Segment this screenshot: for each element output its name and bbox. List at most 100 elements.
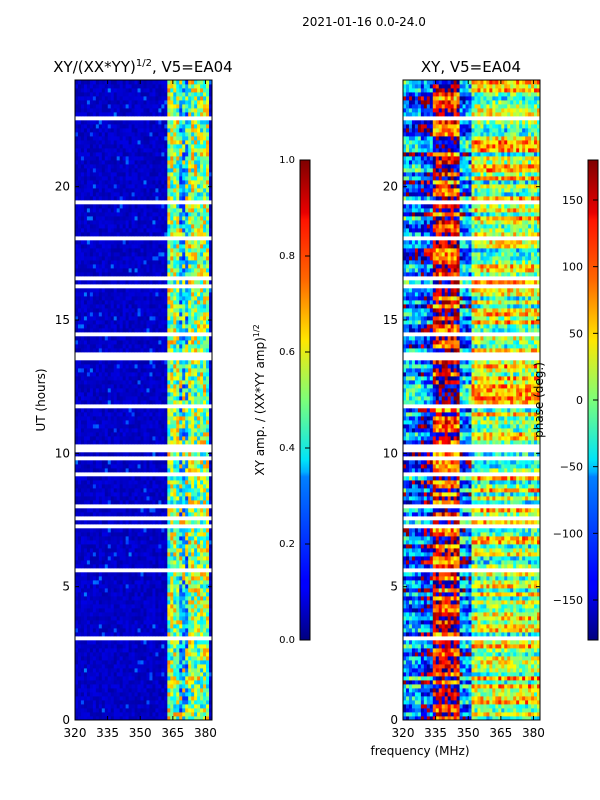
heatmap-cell [95, 528, 100, 533]
heatmap-cell [86, 336, 91, 341]
heatmap-cell [167, 708, 171, 713]
heatmap-cell [194, 464, 198, 469]
heatmap-cell [89, 336, 94, 341]
heatmap-cell [203, 380, 207, 385]
heatmap-cell [86, 648, 91, 653]
heatmap-cell [209, 256, 212, 261]
heatmap-cell [182, 416, 186, 421]
heatmap-cell [92, 528, 97, 533]
heatmap-cell [143, 476, 147, 481]
heatmap-cell [75, 660, 79, 665]
heatmap-cell [98, 292, 103, 297]
heatmap-cell [200, 244, 204, 249]
heatmap-cell [125, 596, 130, 601]
heatmap-cell [155, 348, 159, 353]
heatmap-cell [134, 560, 138, 565]
heatmap-cell [161, 324, 165, 329]
heatmap-cell [116, 292, 121, 297]
heatmap-cell [107, 556, 112, 561]
heatmap-cell [155, 316, 159, 321]
heatmap-cell [98, 380, 103, 385]
heatmap-cell [167, 364, 171, 369]
heatmap-cell [200, 492, 204, 497]
heatmap-cell [206, 656, 210, 661]
heatmap-cell [137, 600, 141, 605]
heatmap-cell [167, 480, 171, 485]
heatmap-cell [134, 420, 138, 425]
heatmap-cell [152, 468, 156, 473]
heatmap-cell [116, 620, 121, 625]
heatmap-cell [122, 344, 127, 349]
heatmap-cell [170, 596, 174, 601]
heatmap-cell [101, 624, 106, 629]
heatmap-cell [75, 572, 79, 577]
heatmap-cell [152, 552, 156, 557]
heatmap-cell [89, 376, 94, 381]
heatmap-cell [128, 292, 132, 297]
heatmap-cell [188, 244, 192, 249]
heatmap-cell [176, 316, 180, 321]
heatmap-cell [161, 496, 165, 501]
heatmap-cell [80, 592, 85, 597]
heatmap-cell [197, 280, 201, 285]
heatmap-cell [75, 684, 79, 689]
heatmap-cell [143, 488, 147, 493]
heatmap-cell [155, 616, 159, 621]
heatmap-cell [140, 460, 144, 465]
heatmap-cell [107, 396, 112, 401]
heatmap-cell [182, 580, 186, 585]
heatmap-cell [206, 604, 210, 609]
heatmap-cell [158, 452, 162, 457]
heatmap-cell [128, 552, 132, 557]
heatmap-cell [209, 412, 212, 417]
heatmap-cell [101, 260, 106, 265]
heatmap-cell [158, 640, 162, 645]
heatmap-cell [182, 460, 186, 465]
heatmap-cell [80, 304, 85, 309]
heatmap-cell [101, 228, 106, 233]
heatmap-cell [128, 624, 132, 629]
heatmap-cell [170, 412, 174, 417]
heatmap-cell [197, 372, 201, 377]
heatmap-cell [161, 460, 165, 465]
heatmap-cell [110, 280, 115, 285]
heatmap-cell [119, 336, 124, 341]
heatmap-cell [140, 500, 144, 505]
heatmap-cell [167, 672, 171, 677]
heatmap-cell [116, 312, 121, 317]
heatmap-cell [83, 420, 88, 425]
heatmap-cell [134, 612, 138, 617]
heatmap-cell [77, 600, 82, 605]
heatmap-cell [113, 484, 118, 489]
heatmap-cell [77, 336, 82, 341]
heatmap-cell [119, 408, 124, 413]
heatmap-cell [98, 576, 103, 581]
heatmap-cell [149, 592, 153, 597]
heatmap-cell [146, 652, 150, 657]
heatmap-cell [86, 660, 91, 665]
heatmap-cell [140, 544, 144, 549]
heatmap-cell [95, 252, 100, 257]
flagged-row [75, 524, 212, 529]
heatmap-cell [80, 368, 85, 373]
heatmap-cell [173, 676, 177, 681]
heatmap-cell [95, 260, 100, 265]
heatmap-cell [80, 436, 85, 441]
heatmap-cell [179, 632, 183, 637]
heatmap-cell [107, 500, 112, 505]
heatmap-cell [125, 304, 130, 309]
heatmap-cell [191, 628, 195, 633]
heatmap-cell [149, 384, 153, 389]
heatmap-cell [146, 492, 150, 497]
heatmap-cell [143, 396, 147, 401]
heatmap-cell [125, 612, 130, 617]
heatmap-cell [146, 544, 150, 549]
heatmap-cell [119, 476, 124, 481]
heatmap-cell [185, 368, 189, 373]
heatmap-cell [107, 252, 112, 257]
heatmap-cell [119, 608, 124, 613]
heatmap-cell [104, 508, 109, 513]
heatmap-cell [80, 316, 85, 321]
heatmap-cell [92, 224, 97, 229]
heatmap-cell [167, 488, 171, 493]
